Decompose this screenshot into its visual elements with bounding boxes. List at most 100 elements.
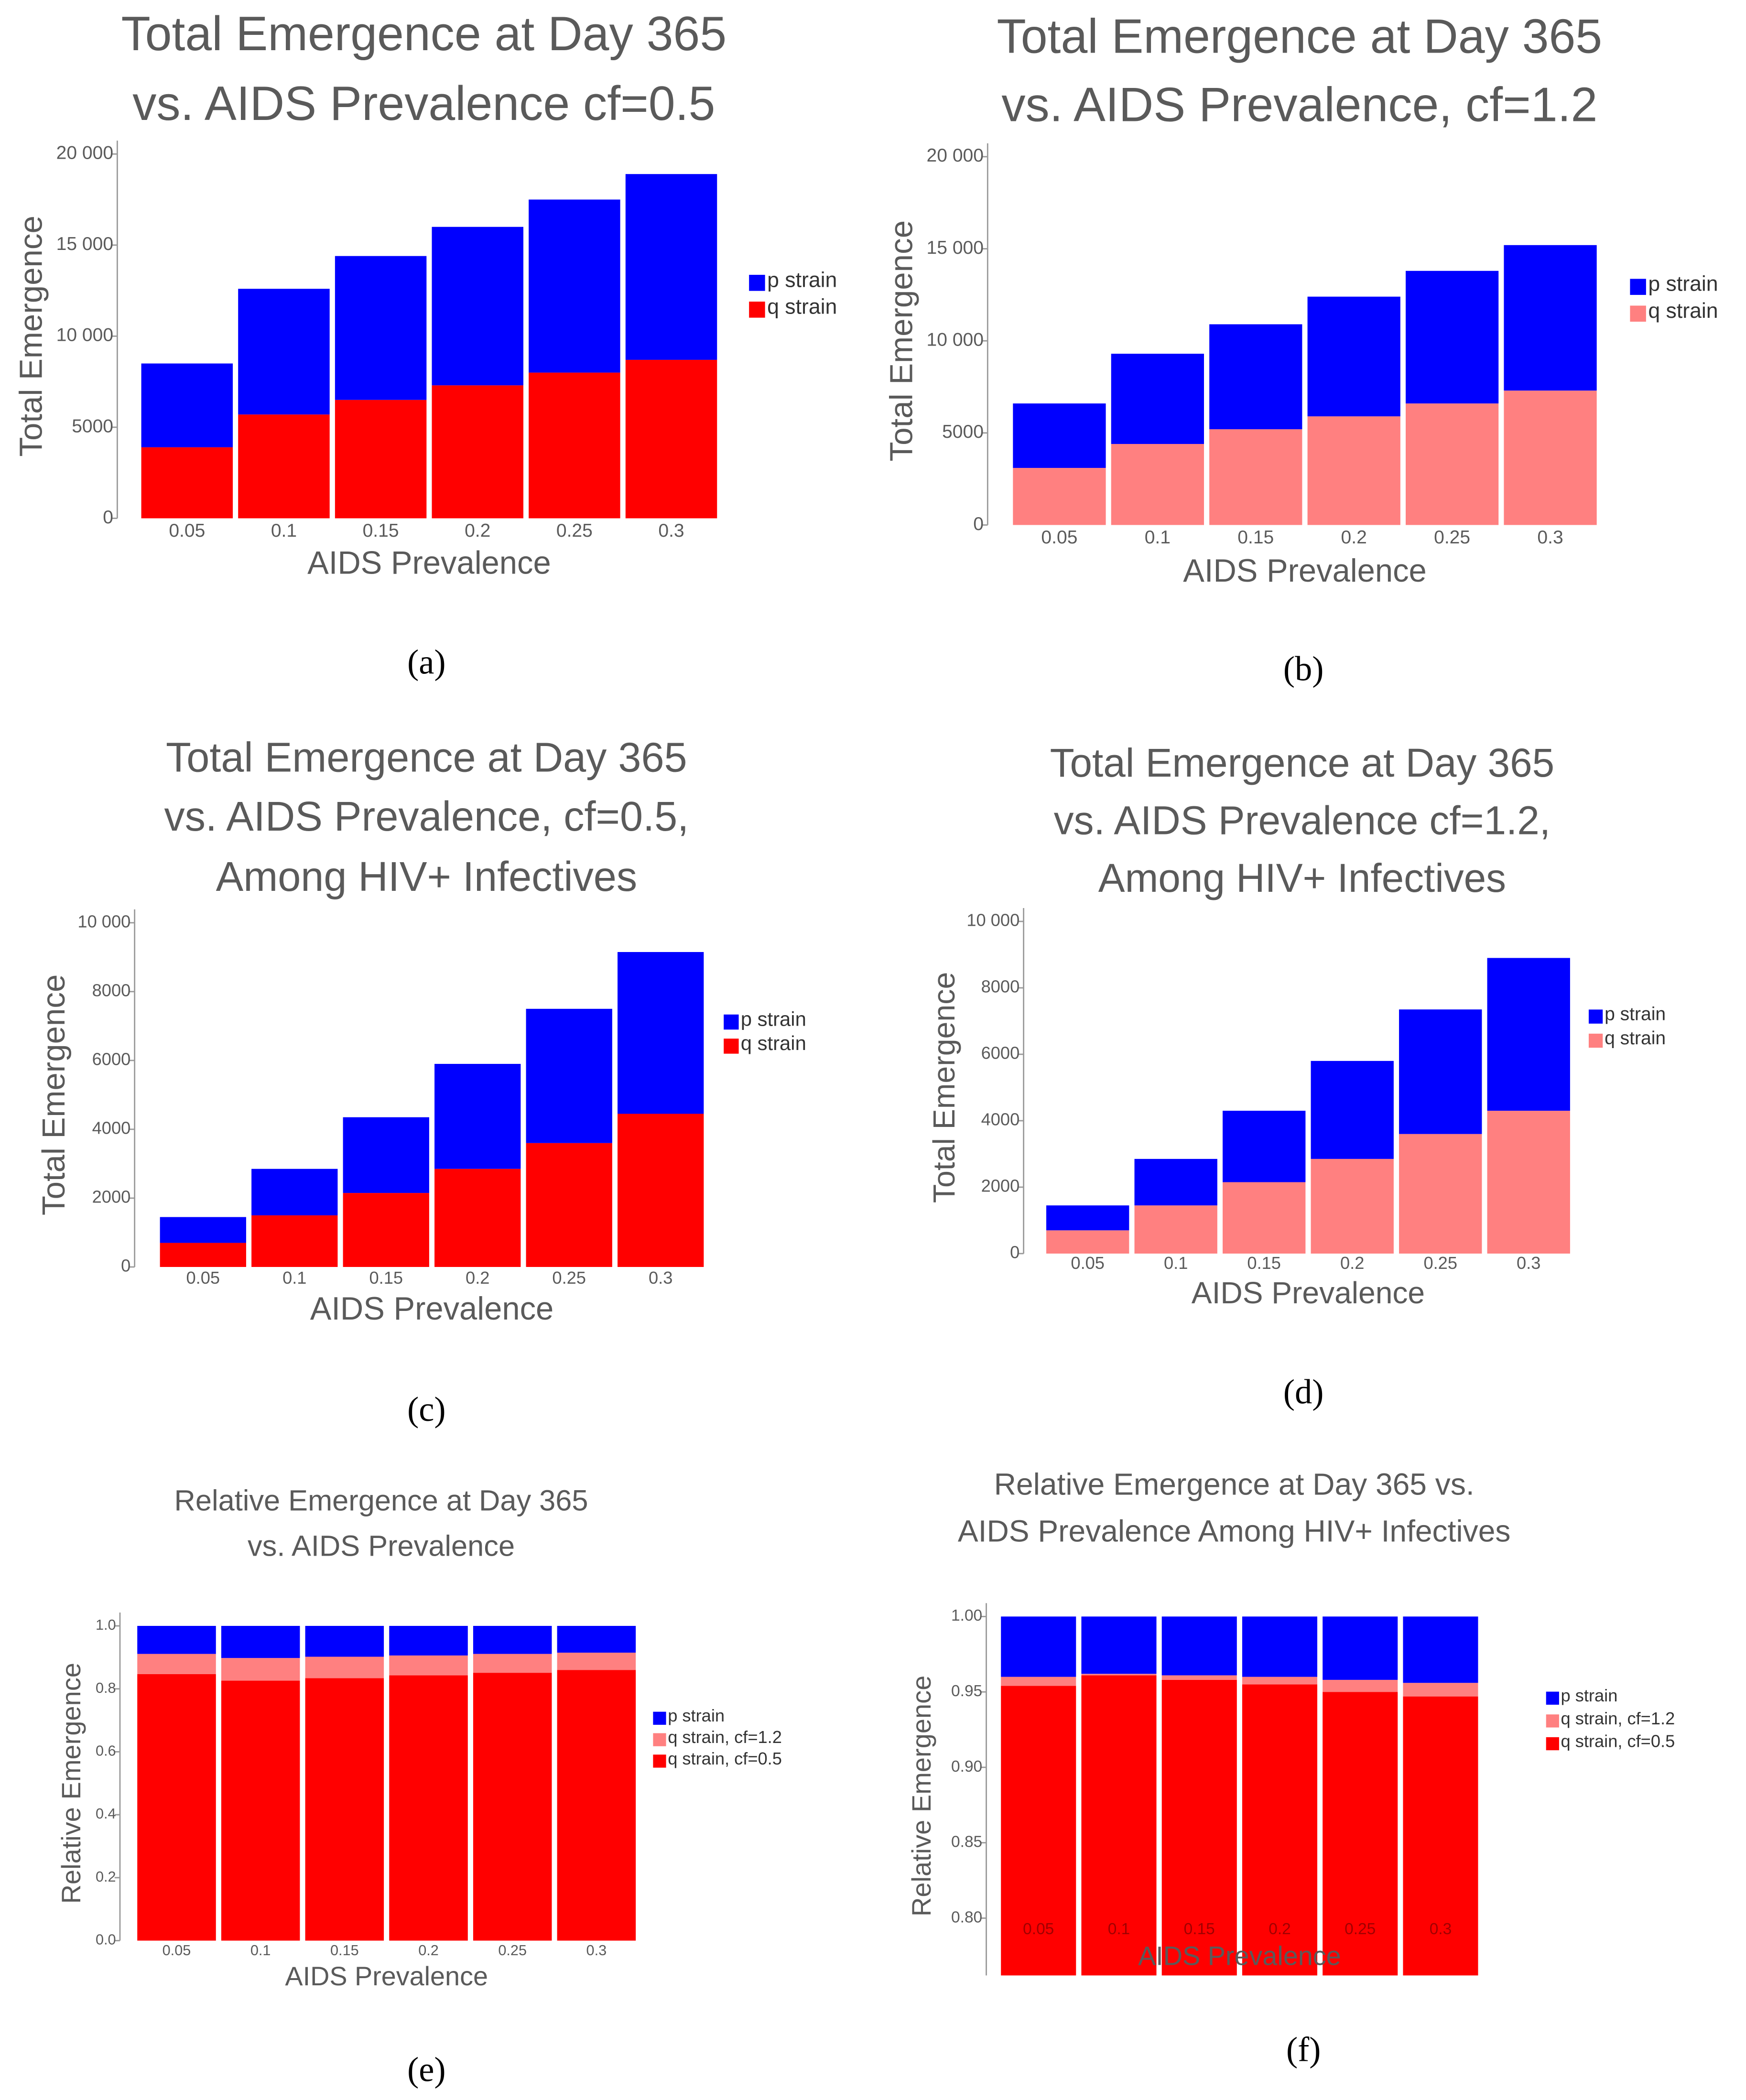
bar-segment: [1081, 1675, 1157, 1976]
bar-segment: [343, 1193, 429, 1267]
y-axis-label: Total Emergence: [13, 216, 49, 457]
x-axis-label: AIDS Prevalence: [285, 1961, 488, 1991]
x-axis-label: AIDS Prevalence: [1183, 553, 1427, 589]
bar-segment: [160, 1243, 246, 1267]
y-tick-label: 10 000: [927, 329, 984, 350]
legend-label: q strain, cf=1.2: [1561, 1709, 1675, 1728]
y-tick-label: 0: [103, 507, 113, 528]
bar-segment: [1242, 1677, 1318, 1685]
x-tick-label: 0.3: [1517, 1253, 1540, 1273]
x-tick-label: 0.15: [1184, 1920, 1215, 1938]
legend-swatch: [1546, 1737, 1559, 1751]
x-axis-label: AIDS Prevalence: [1192, 1276, 1425, 1310]
bar-segment: [1161, 1679, 1237, 1976]
bar-segment: [1046, 1205, 1129, 1231]
bar-segment: [526, 1143, 612, 1267]
x-tick-label: 0.3: [586, 1942, 607, 1959]
bar-segment: [1161, 1616, 1237, 1676]
x-tick-label: 0.2: [1341, 527, 1367, 548]
bar-segment: [335, 256, 427, 400]
legend-label: q strain: [1648, 299, 1718, 323]
y-tick-label: 8000: [92, 980, 131, 1000]
panel-caption: (c): [407, 1390, 445, 1429]
y-tick-label: 5000: [72, 416, 113, 436]
bar-segment: [473, 1654, 552, 1673]
x-axis-label: AIDS Prevalence: [310, 1291, 554, 1327]
bar-segment: [1001, 1686, 1076, 1976]
y-tick-label: 4000: [981, 1109, 1020, 1129]
bar-segment: [137, 1674, 216, 1941]
x-tick-label: 0.15: [1237, 527, 1274, 548]
bar-segment: [618, 952, 704, 1114]
bar-segment: [1242, 1684, 1318, 1976]
bar-segment: [251, 1215, 338, 1267]
y-tick-label: 0.8: [96, 1679, 116, 1696]
x-tick-label: 0.2: [466, 1268, 489, 1288]
bar-segment: [1013, 403, 1106, 468]
bar-segment: [1013, 468, 1106, 525]
x-tick-label: 0.05: [1071, 1253, 1105, 1273]
y-axis-label: Total Emergence: [883, 220, 919, 462]
x-tick-label: 0.25: [556, 520, 593, 541]
bar-segment: [432, 227, 523, 386]
x-tick-label: 0.1: [271, 520, 297, 541]
legend-label: q strain: [1605, 1028, 1666, 1049]
y-tick-label: 0: [973, 514, 984, 534]
bar-segment: [1323, 1616, 1398, 1680]
bar-segment: [1111, 444, 1204, 525]
x-tick-label: 0.3: [649, 1268, 672, 1288]
x-tick-label: 0.05: [163, 1942, 191, 1959]
y-tick-label: 20 000: [927, 145, 984, 166]
bar-segment: [1161, 1675, 1237, 1680]
bar-segment: [1405, 271, 1499, 404]
y-tick-label: 6000: [92, 1049, 131, 1069]
bar-segment: [389, 1655, 468, 1676]
bar-segment: [1403, 1696, 1478, 1976]
y-tick-label: 10 000: [77, 911, 130, 931]
y-tick-label: 15 000: [927, 238, 984, 258]
y-tick-label: 0.95: [951, 1682, 982, 1700]
bar-segment: [1001, 1677, 1076, 1686]
bar-segment: [1001, 1616, 1076, 1677]
bar-segment: [1399, 1009, 1482, 1134]
x-tick-label: 0.1: [282, 1268, 306, 1288]
chart-title: vs. AIDS Prevalence, cf=0.5,: [164, 794, 689, 840]
y-axis-label: Relative Emergence: [906, 1676, 936, 1917]
legend-swatch: [653, 1711, 666, 1725]
y-axis-label: Total Emergence: [36, 974, 72, 1216]
legend-swatch: [653, 1754, 666, 1768]
bar-segment: [529, 372, 620, 519]
chart-title: Among HIV+ Infectives: [1098, 855, 1506, 900]
legend-swatch: [1546, 1691, 1559, 1705]
legend-label: q strain, cf=0.5: [1561, 1731, 1675, 1751]
bar-segment: [1111, 354, 1204, 444]
bar-segment: [473, 1625, 552, 1654]
x-tick-label: 0.1: [1164, 1253, 1188, 1273]
bar-segment: [618, 1114, 704, 1267]
x-tick-label: 0.2: [1269, 1920, 1291, 1938]
legend-swatch: [749, 275, 765, 291]
y-tick-label: 6000: [981, 1043, 1020, 1063]
chart-title: AIDS Prevalence Among HIV+ Infectives: [958, 1514, 1511, 1548]
x-tick-label: 0.2: [418, 1942, 439, 1959]
x-tick-label: 0.05: [1041, 527, 1077, 548]
bar-segment: [434, 1169, 521, 1267]
x-tick-label: 0.25: [1345, 1920, 1376, 1938]
bar-segment: [473, 1673, 552, 1941]
bar-segment: [1323, 1679, 1398, 1692]
bar-segment: [529, 199, 620, 373]
bar-segment: [335, 400, 427, 519]
chart-title: vs. AIDS Prevalence cf=1.2,: [1054, 798, 1551, 843]
bar-segment: [1504, 390, 1597, 525]
y-tick-label: 0.2: [96, 1868, 116, 1885]
legend-label: p strain: [1561, 1686, 1618, 1705]
legend-label: q strain, cf=1.2: [668, 1727, 782, 1747]
chart-title: Total Emergence at Day 365: [121, 7, 727, 61]
panel-caption: (e): [407, 2050, 445, 2089]
bar-segment: [1403, 1616, 1478, 1683]
bar-segment: [1311, 1158, 1394, 1254]
legend-swatch: [1630, 305, 1646, 322]
bar-segment: [1209, 324, 1302, 430]
bar-segment: [1323, 1692, 1398, 1976]
